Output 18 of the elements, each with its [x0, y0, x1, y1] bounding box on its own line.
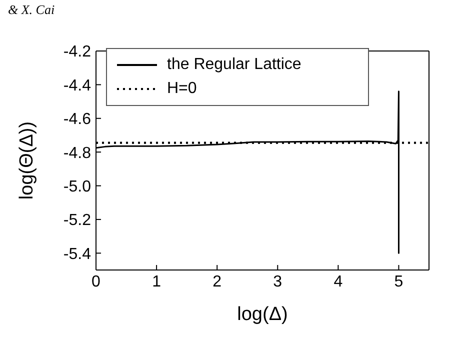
y-axis-title: log(Θ(Δ)) — [16, 121, 38, 200]
y-tick-label: -4.4 — [63, 77, 92, 94]
y-tick-label: -4.6 — [63, 111, 92, 128]
legend-label: H=0 — [167, 80, 197, 98]
x-tick-label: 5 — [394, 273, 404, 290]
y-tick-label: -4.8 — [63, 144, 92, 162]
y-tick-label: -5.0 — [63, 178, 92, 196]
y-tick-label: -5.2 — [63, 212, 92, 230]
x-tick-label: 1 — [152, 273, 162, 290]
x-tick-label: 3 — [273, 273, 282, 290]
x-tick-label: 2 — [212, 273, 222, 290]
x-tick-label: 4 — [334, 273, 343, 290]
x-axis-title: log(Δ) — [237, 304, 288, 325]
y-tick-label: -4.2 — [63, 44, 92, 61]
x-tick-label: 0 — [92, 273, 101, 290]
legend-label: the Regular Lattice — [167, 56, 302, 74]
y-tick-label: -5.4 — [63, 246, 92, 263]
text: & X. Cai — [8, 2, 55, 18]
